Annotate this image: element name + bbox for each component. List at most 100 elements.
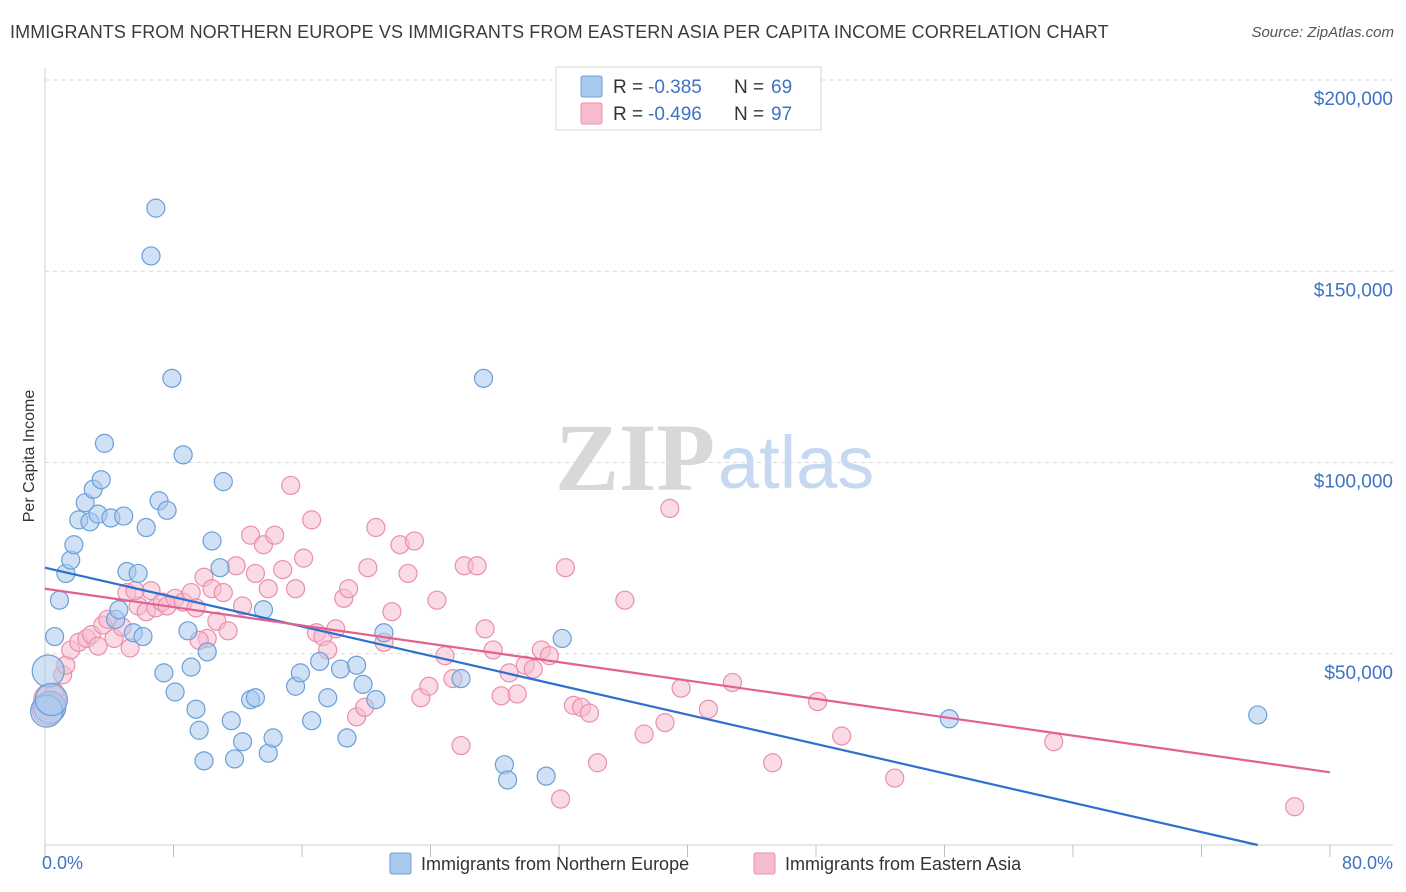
eastern-asia-point-61 — [435, 646, 455, 666]
northern-europe-point-6 — [64, 535, 84, 555]
y-tick-label-0: $50,000 — [1324, 663, 1393, 684]
eastern-asia-point-30 — [218, 621, 238, 641]
northern-europe-point-22 — [136, 517, 156, 538]
northern-europe-point-13 — [94, 433, 115, 453]
northern-europe-point-53 — [330, 659, 351, 679]
bottom-legend-swatch-eastern-asia — [753, 852, 776, 875]
eastern-asia-point-63 — [451, 735, 471, 756]
northern-europe-point-40 — [221, 711, 241, 731]
eastern-asia-point-34 — [245, 563, 266, 584]
northern-europe-point-30 — [173, 445, 193, 465]
northern-europe-point-33 — [186, 699, 206, 719]
eastern-asia-point-88 — [763, 753, 783, 773]
legend-n-value-2: 97 — [771, 104, 792, 125]
eastern-asia-point-31 — [226, 556, 246, 576]
northern-europe-point-37 — [202, 531, 222, 551]
series-eastern-asia-points — [31, 475, 1305, 817]
eastern-asia-point-72 — [523, 659, 543, 679]
eastern-asia-point-54 — [382, 602, 402, 622]
northern-europe-point-41 — [224, 749, 245, 769]
northern-europe-point-63 — [536, 766, 556, 786]
northern-europe-point-12 — [91, 470, 111, 490]
northern-europe-point-42 — [232, 732, 253, 752]
watermark-atlas: atlas — [718, 421, 874, 504]
eastern-asia-point-33 — [241, 525, 261, 545]
series-legend: Immigrants from Northern Europe Immigran… — [389, 852, 1022, 875]
northern-europe-point-66 — [1248, 705, 1268, 725]
eastern-asia-point-42 — [302, 510, 322, 530]
eastern-asia-point-39 — [281, 475, 301, 496]
watermark-zip: ZIP — [555, 404, 715, 511]
eastern-asia-point-68 — [491, 686, 511, 706]
eastern-asia-point-59 — [419, 676, 439, 696]
legend-r-value-1: -0.385 — [648, 77, 702, 98]
eastern-asia-point-70 — [507, 684, 527, 704]
eastern-asia-point-57 — [404, 531, 425, 551]
y-axis-tick-labels: $50,000 $100,000 $150,000 $200,000 — [1314, 89, 1393, 684]
eastern-asia-point-8 — [88, 636, 108, 656]
northern-europe-point-64 — [552, 628, 572, 649]
eastern-asia-point-76 — [555, 558, 576, 578]
trend-line-eastern-asia — [44, 587, 1331, 774]
northern-europe-point-51 — [310, 651, 330, 672]
series-northern-europe-points — [30, 198, 1268, 790]
y-tick-label-3: $200,000 — [1314, 89, 1393, 110]
eastern-asia-point-37 — [265, 525, 285, 545]
northern-europe-point-32 — [181, 657, 201, 677]
eastern-asia-point-67 — [483, 640, 503, 660]
bottom-legend-label-eastern-asia: Immigrants from Eastern Asia — [785, 854, 1022, 874]
eastern-asia-point-40 — [285, 579, 306, 599]
northern-europe-point-27 — [157, 500, 177, 520]
eastern-asia-point-80 — [587, 753, 608, 773]
northern-europe-point-62 — [498, 770, 518, 790]
northern-europe-point-60 — [473, 368, 494, 388]
correlation-legend: R = -0.385 N = 69 R = -0.496 N = 97 — [555, 66, 822, 131]
northern-europe-point-35 — [194, 751, 214, 771]
eastern-asia-point-81 — [615, 590, 635, 610]
legend-swatch-northern-europe — [580, 75, 603, 98]
legend-n-label-1: N = — [734, 77, 764, 98]
y-axis-label: Per Capita Income — [21, 390, 38, 523]
source-credit: Source: ZipAtlas.com — [1251, 24, 1394, 41]
northern-europe-point-16 — [109, 600, 129, 620]
eastern-asia-point-48 — [338, 579, 359, 599]
northern-europe-point-21 — [133, 626, 153, 647]
eastern-asia-point-51 — [358, 558, 378, 578]
northern-europe-point-20 — [128, 563, 148, 584]
eastern-asia-point-38 — [273, 559, 293, 580]
eastern-asia-point-52 — [366, 517, 386, 538]
eastern-asia-point-56 — [398, 563, 418, 584]
northern-europe-point-47 — [263, 728, 283, 748]
trend-lines — [44, 566, 1331, 847]
northern-europe-point-26 — [154, 663, 174, 683]
northern-europe-point-59 — [451, 669, 471, 689]
eastern-asia-point-41 — [294, 548, 314, 568]
northern-europe-point-24 — [146, 198, 166, 218]
chart-title: IMMIGRANTS FROM NORTHERN EUROPE VS IMMIG… — [10, 22, 1109, 42]
eastern-asia-point-75 — [551, 789, 571, 809]
y-tick-label-2: $150,000 — [1314, 280, 1393, 301]
eastern-asia-point-29 — [213, 582, 233, 603]
eastern-asia-point-86 — [698, 699, 718, 719]
northern-europe-point-56 — [353, 674, 373, 694]
northern-europe-point-50 — [302, 711, 322, 731]
trend-line-northern-europe — [44, 566, 1258, 847]
eastern-asia-point-60 — [427, 590, 447, 610]
northern-europe-point-39 — [213, 472, 233, 492]
northern-europe-point-36 — [197, 642, 217, 662]
northern-europe-point-2 — [45, 626, 65, 647]
legend-r-label-1: R = — [613, 77, 643, 98]
x-axis-ticks — [44, 845, 1331, 857]
legend-r-label-2: R = — [613, 104, 643, 125]
northern-europe-point-23 — [141, 246, 161, 266]
northern-europe-point-0 — [31, 654, 65, 688]
northern-europe-point-57 — [366, 690, 386, 710]
northern-europe-point-28 — [162, 368, 182, 388]
legend-n-label-2: N = — [734, 104, 764, 125]
northern-europe-point-55 — [347, 655, 367, 675]
x-tick-label-max: 80.0% — [1342, 853, 1393, 873]
eastern-asia-point-89 — [808, 691, 828, 712]
legend-r-value-2: -0.496 — [648, 104, 702, 125]
eastern-asia-point-32 — [232, 596, 253, 616]
eastern-asia-point-82 — [634, 724, 654, 744]
